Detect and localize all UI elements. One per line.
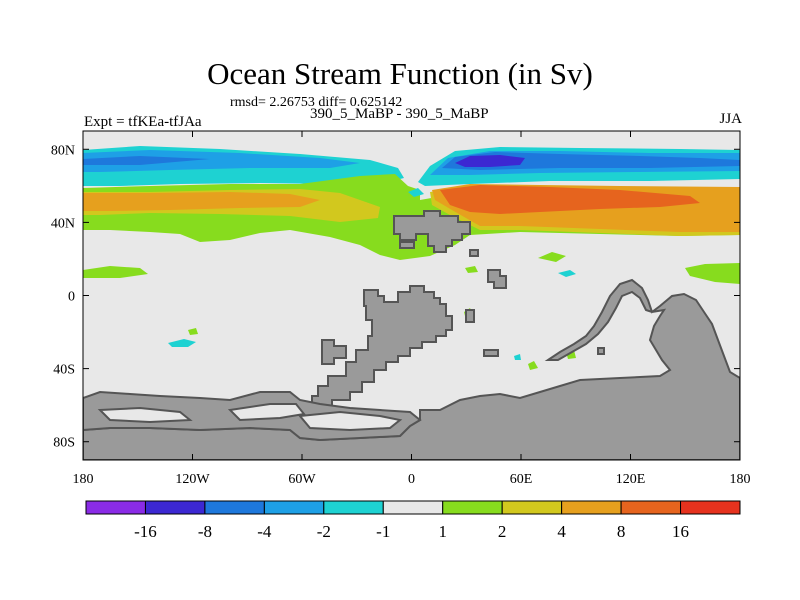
patch-minus1-d: [514, 354, 521, 360]
land-islet-e: [465, 309, 475, 323]
colorbar-label: -8: [198, 522, 212, 541]
y-tick-label: 80N: [51, 143, 75, 158]
x-tick-label: 60E: [510, 472, 533, 487]
patch-plus1-d: [465, 266, 478, 273]
colorbar-label: -16: [134, 522, 157, 541]
colorbar-swatch: [85, 500, 146, 515]
colorbar-label: 2: [498, 522, 507, 541]
chart-title: Ocean Stream Function (in Sv): [207, 56, 593, 91]
patch-plus1-b: [685, 263, 740, 284]
land-islet-f: [597, 347, 605, 355]
y-tick-label: 40N: [51, 216, 75, 231]
chart-subtitle: 390_5_MaBP - 390_5_MaBP: [310, 106, 489, 122]
colorbar-swatch: [620, 500, 682, 515]
land-north-islet: [399, 241, 415, 249]
season-label: JJA: [719, 111, 742, 127]
contour-minus8-east: [455, 155, 525, 167]
contour-plus4-west: [83, 192, 320, 211]
patch-minus1-a: [168, 339, 196, 347]
x-axis: 180 120W 60W 0 60E 120E 180: [73, 131, 751, 487]
ocean-pocket-b: [227, 403, 306, 422]
land-central-continent: [311, 285, 453, 411]
colorbar-label: 4: [557, 522, 566, 541]
colorbar-label: -1: [376, 522, 390, 541]
colorbar-swatch: [263, 500, 325, 515]
patch-minus1-b: [558, 270, 576, 277]
land-islet-b: [469, 249, 479, 257]
y-axis: 80N 40N 0 40S 80S: [51, 143, 740, 451]
x-tick-label: 180: [73, 472, 94, 487]
colorbar-swatch: [204, 500, 265, 515]
patch-minus1-c: [408, 188, 424, 197]
x-tick-label: 60W: [288, 472, 316, 487]
land-north-block: [393, 210, 471, 253]
colorbar-label: 1: [438, 522, 447, 541]
stats-text: rmsd= 2.26753 diff= 0.625142: [230, 95, 403, 110]
patch-plus1-h: [188, 328, 198, 335]
x-tick-label: 120E: [616, 472, 646, 487]
contour-minus4-east: [442, 152, 740, 170]
x-tick-label: 0: [408, 472, 415, 487]
colorbar: -16 -8 -4 -2 -1 1 2 4 8 16: [85, 500, 741, 541]
map-area: [83, 131, 740, 460]
colorbar-swatch: [501, 500, 563, 515]
y-tick-label: 0: [68, 290, 75, 305]
land-islet-c: [321, 339, 347, 365]
y-tick-label: 80S: [53, 436, 75, 451]
x-tick-label: 180: [730, 472, 751, 487]
y-tick-label: 40S: [53, 363, 75, 378]
patch-plus1-c: [538, 252, 566, 262]
patch-plus1-f: [528, 361, 538, 370]
colorbar-label: 16: [672, 522, 689, 541]
colorbar-label: 8: [617, 522, 626, 541]
contour-minus2-west: [83, 150, 360, 172]
ocean-pocket-c: [298, 410, 403, 432]
x-tick-label: 120W: [175, 472, 210, 487]
land-islet-a: [487, 269, 507, 289]
patch-plus1-a: [83, 266, 148, 278]
contour-plus8-east: [440, 185, 700, 214]
colorbar-swatch: [323, 500, 384, 515]
colorbar-label: -2: [317, 522, 331, 541]
colorbar-label: -4: [257, 522, 272, 541]
colorbar-swatch: [680, 500, 741, 515]
colorbar-swatch: [144, 500, 206, 515]
contour-minus4-west: [83, 156, 210, 165]
colorbar-swatch: [561, 500, 622, 515]
land-islet-d: [483, 349, 499, 357]
ocean-pocket-a: [97, 406, 193, 424]
colorbar-swatch: [442, 500, 503, 515]
experiment-label: Expt = tfKEa-tfJAa: [84, 114, 202, 130]
colorbar-swatch: [382, 500, 444, 515]
